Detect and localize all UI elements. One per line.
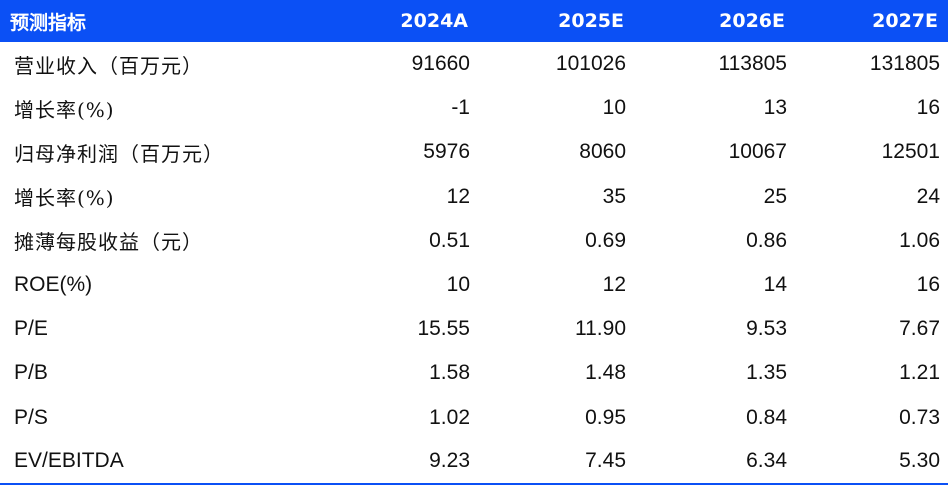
cell-value: 10 (446, 273, 470, 297)
cell-value: 10 (602, 96, 626, 120)
header-row: 预测指标 2024A 2025E 2026E 2027E (0, 0, 948, 42)
cell-value: 0.51 (429, 228, 470, 252)
cell-value: 91660 (411, 52, 470, 76)
header-year-2026e: 2026E (719, 10, 785, 32)
row-label: 归母净利润（百万元） (14, 141, 224, 166)
row-label: P/E (14, 317, 48, 341)
cell-value: 1.35 (746, 361, 787, 385)
table-row-eps: 摊薄每股收益（元） 0.51 0.69 0.86 1.06 (0, 219, 948, 263)
table-row-roe: ROE(%) 10 12 14 16 (0, 263, 948, 307)
cell-value: 13 (763, 96, 787, 120)
cell-value: 6.34 (746, 449, 787, 473)
cell-value: 11.90 (575, 317, 626, 341)
row-label: P/S (14, 405, 48, 429)
header-label: 预测指标 (10, 11, 87, 34)
header-year-2025e: 2025E (558, 10, 624, 32)
cell-value: 16 (916, 273, 940, 297)
cell-value: 12 (446, 184, 470, 208)
cell-value: 0.73 (899, 405, 940, 429)
row-label: P/B (14, 361, 48, 385)
cell-value: 1.48 (585, 361, 626, 385)
header-year-2024a: 2024A (400, 10, 468, 32)
cell-value: 9.23 (429, 449, 470, 473)
row-label: 增长率(%) (14, 186, 115, 211)
table-row-ev-ebitda: EV/EBITDA 9.23 7.45 6.34 5.30 (0, 440, 948, 484)
cell-value: 24 (916, 184, 940, 208)
cell-value: 131805 (869, 52, 940, 76)
cell-value: 0.84 (746, 405, 787, 429)
cell-value: 16 (916, 96, 940, 120)
table-body: 营业收入（百万元） 91660 101026 113805 131805 增长率… (0, 42, 948, 484)
table-row-revenue: 营业收入（百万元） 91660 101026 113805 131805 (0, 42, 948, 86)
cell-value: 7.45 (585, 449, 626, 473)
cell-value: -1 (451, 96, 470, 120)
table-row-pe: P/E 15.55 11.90 9.53 7.67 (0, 307, 948, 351)
cell-value: 12501 (881, 140, 940, 164)
cell-value: 113805 (718, 52, 787, 76)
row-label: 增长率(%) (14, 97, 115, 122)
row-label: 营业收入（百万元） (14, 53, 203, 78)
cell-value: 0.95 (585, 405, 626, 429)
cell-value: 14 (763, 273, 787, 297)
cell-value: 12 (602, 273, 626, 297)
table-row-profit-growth: 增长率(%) 12 35 25 24 (0, 175, 948, 219)
cell-value: 0.69 (585, 228, 626, 252)
header-year-2027e: 2027E (872, 10, 938, 32)
cell-value: 5976 (423, 140, 470, 164)
cell-value: 7.67 (899, 317, 940, 341)
cell-value: 1.06 (899, 228, 940, 252)
cell-value: 1.21 (899, 361, 940, 385)
cell-value: 101026 (555, 52, 626, 76)
cell-value: 8060 (579, 140, 626, 164)
table-row-ps: P/S 1.02 0.95 0.84 0.73 (0, 396, 948, 440)
cell-value: 25 (763, 184, 787, 208)
table-header: 预测指标 2024A 2025E 2026E 2027E (0, 0, 948, 42)
table-row-revenue-growth: 增长率(%) -1 10 13 16 (0, 86, 948, 130)
cell-value: 1.58 (429, 361, 470, 385)
cell-value: 0.86 (746, 228, 787, 252)
cell-value: 1.02 (429, 405, 470, 429)
row-label: EV/EBITDA (14, 449, 124, 473)
cell-value: 9.53 (746, 317, 787, 341)
row-label: 摊薄每股收益（元） (14, 230, 203, 255)
row-label: ROE(%) (14, 273, 93, 297)
cell-value: 35 (602, 184, 626, 208)
cell-value: 10067 (728, 140, 787, 164)
cell-value: 5.30 (899, 449, 940, 473)
table-row-net-profit: 归母净利润（百万元） 5976 8060 10067 12501 (0, 130, 948, 174)
cell-value: 15.55 (417, 317, 470, 341)
table-row-pb: P/B 1.58 1.48 1.35 1.21 (0, 351, 948, 395)
